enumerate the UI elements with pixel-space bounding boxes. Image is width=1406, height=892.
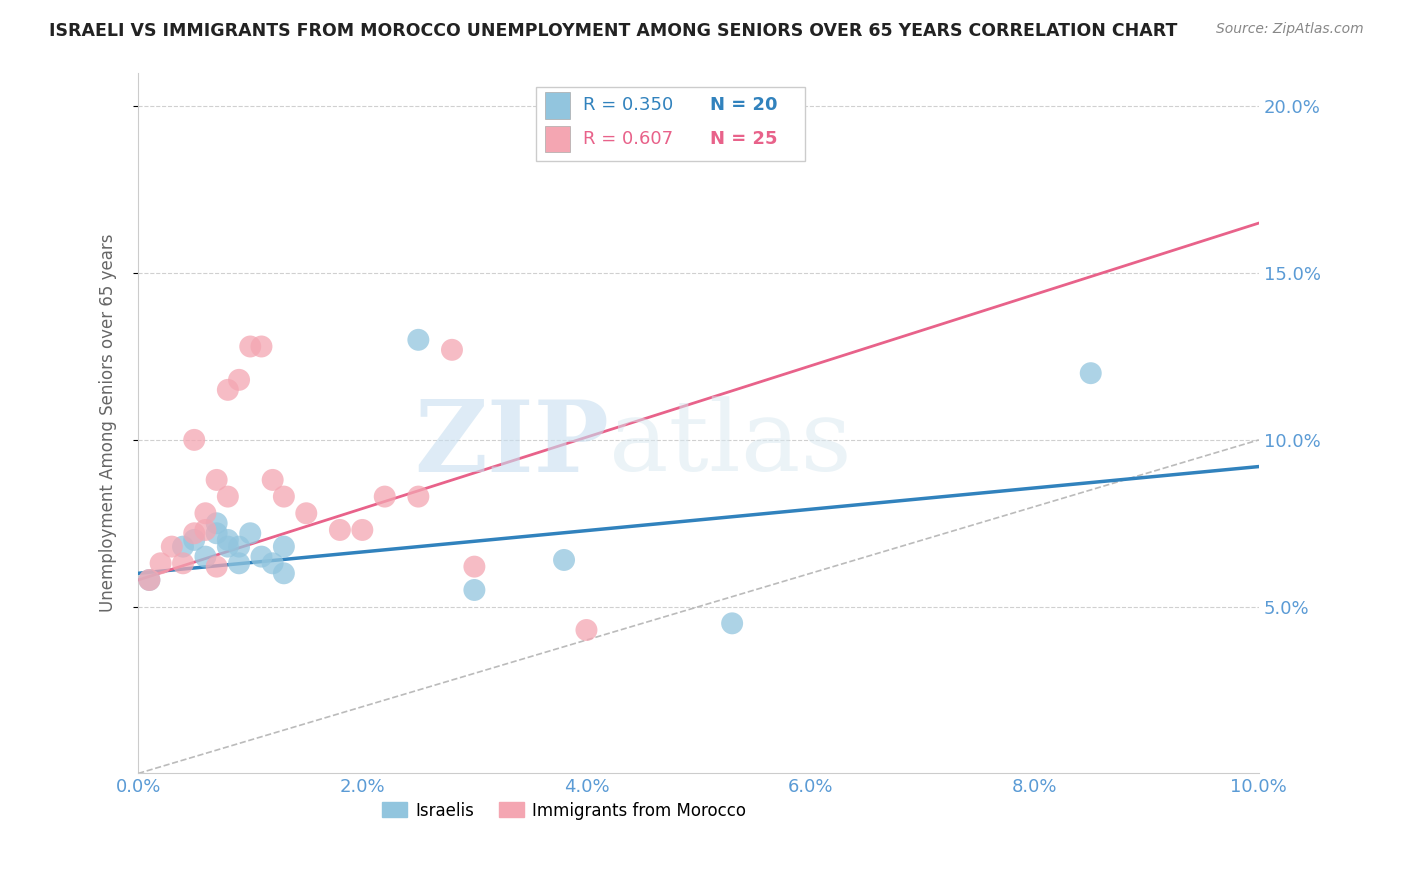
Point bbox=[273, 490, 295, 504]
Point bbox=[273, 540, 295, 554]
Point bbox=[138, 573, 160, 587]
Point bbox=[172, 540, 194, 554]
Point bbox=[329, 523, 352, 537]
Text: N = 20: N = 20 bbox=[710, 96, 778, 114]
Point bbox=[183, 433, 205, 447]
FancyBboxPatch shape bbox=[536, 87, 806, 161]
Point bbox=[408, 333, 430, 347]
Point bbox=[138, 573, 160, 587]
Point bbox=[463, 559, 485, 574]
Point bbox=[205, 559, 228, 574]
FancyBboxPatch shape bbox=[546, 92, 569, 119]
Point bbox=[295, 506, 318, 520]
Point bbox=[440, 343, 463, 357]
Point bbox=[217, 490, 239, 504]
Point bbox=[194, 523, 217, 537]
Point bbox=[273, 566, 295, 581]
Point bbox=[228, 373, 250, 387]
Text: N = 25: N = 25 bbox=[710, 130, 778, 148]
Point bbox=[352, 523, 374, 537]
Text: atlas: atlas bbox=[609, 396, 852, 492]
Point bbox=[172, 556, 194, 570]
Text: R = 0.607: R = 0.607 bbox=[583, 130, 673, 148]
Text: Source: ZipAtlas.com: Source: ZipAtlas.com bbox=[1216, 22, 1364, 37]
Point bbox=[463, 582, 485, 597]
Point bbox=[553, 553, 575, 567]
Point bbox=[374, 490, 396, 504]
Point bbox=[262, 556, 284, 570]
Point bbox=[228, 556, 250, 570]
Point bbox=[408, 490, 430, 504]
Point bbox=[160, 540, 183, 554]
Point bbox=[217, 540, 239, 554]
Point bbox=[250, 339, 273, 353]
Point bbox=[575, 623, 598, 637]
Point bbox=[149, 556, 172, 570]
Y-axis label: Unemployment Among Seniors over 65 years: Unemployment Among Seniors over 65 years bbox=[100, 234, 117, 613]
Legend: Israelis, Immigrants from Morocco: Israelis, Immigrants from Morocco bbox=[377, 797, 751, 824]
Point bbox=[205, 473, 228, 487]
Point bbox=[217, 383, 239, 397]
Point bbox=[228, 540, 250, 554]
Point bbox=[239, 339, 262, 353]
Point bbox=[183, 533, 205, 547]
Text: R = 0.350: R = 0.350 bbox=[583, 96, 673, 114]
Point bbox=[205, 526, 228, 541]
Point bbox=[194, 549, 217, 564]
Point bbox=[194, 506, 217, 520]
Point bbox=[721, 616, 744, 631]
Text: ZIP: ZIP bbox=[413, 396, 609, 492]
Point bbox=[183, 526, 205, 541]
Point bbox=[250, 549, 273, 564]
Point bbox=[205, 516, 228, 531]
Text: ISRAELI VS IMMIGRANTS FROM MOROCCO UNEMPLOYMENT AMONG SENIORS OVER 65 YEARS CORR: ISRAELI VS IMMIGRANTS FROM MOROCCO UNEMP… bbox=[49, 22, 1178, 40]
Point bbox=[1080, 366, 1102, 380]
Point bbox=[262, 473, 284, 487]
Point bbox=[239, 526, 262, 541]
FancyBboxPatch shape bbox=[546, 126, 569, 153]
Point bbox=[217, 533, 239, 547]
